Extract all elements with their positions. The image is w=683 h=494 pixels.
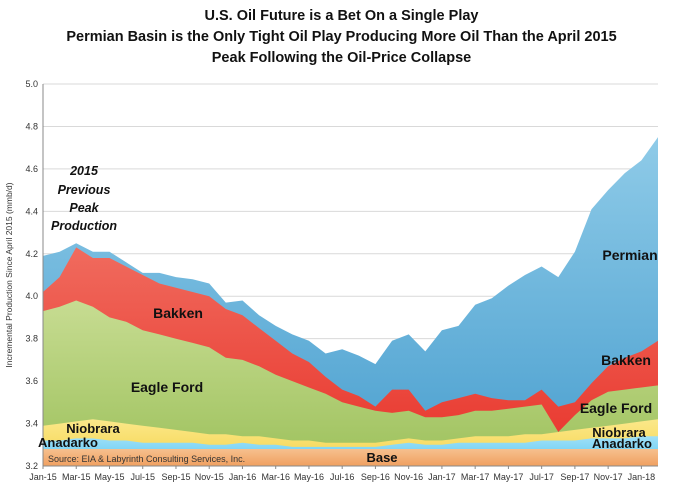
y-tick-label: 4.0 [25, 291, 38, 301]
x-tick-label: Jul-17 [529, 472, 554, 482]
y-tick-label: 5.0 [25, 79, 38, 89]
chart-title-line1: U.S. Oil Future is a Bet On a Single Pla… [204, 8, 479, 24]
y-axis-label: Incremental Production Since April 2015 … [4, 182, 14, 367]
x-tick-label: Jan-15 [29, 472, 57, 482]
area-label-niobrara: Niobrara [66, 421, 120, 436]
chart-title-line3: Peak Following the Oil-Price Collapse [211, 50, 472, 66]
x-tick-label: Mar-17 [461, 472, 490, 482]
x-tick-label: Jul-16 [330, 472, 355, 482]
source-note: Source: EIA & Labyrinth Consulting Servi… [48, 454, 245, 464]
x-tick-label: Nov-15 [195, 472, 224, 482]
y-tick-label: 4.6 [25, 164, 38, 174]
area-label-eagle-ford: Eagle Ford [580, 400, 652, 416]
x-tick-label: Jul-15 [130, 472, 155, 482]
x-tick-label: May-16 [294, 472, 324, 482]
peak-annotation-line: Peak [69, 201, 99, 215]
area-label-bakken: Bakken [601, 352, 651, 368]
x-tick-label: May-17 [493, 472, 523, 482]
peak-annotation-line: Previous [58, 183, 111, 197]
y-tick-label: 3.2 [25, 461, 38, 471]
area-label-anadarko: Anadarko [592, 436, 652, 451]
x-tick-label: Sep-15 [161, 472, 190, 482]
x-tick-label: Jan-18 [628, 472, 656, 482]
x-tick-label: Sep-16 [361, 472, 390, 482]
x-tick-label: Jan-16 [229, 472, 257, 482]
x-tick-label: May-15 [94, 472, 124, 482]
area-label-bakken: Bakken [153, 305, 203, 321]
x-tick-label: Mar-15 [62, 472, 91, 482]
y-tick-label: 4.8 [25, 121, 38, 131]
area-label-base: Base [366, 450, 397, 465]
y-tick-label: 3.8 [25, 334, 38, 344]
x-tick-label: Sep-17 [560, 472, 589, 482]
x-tick-label: Nov-17 [594, 472, 623, 482]
area-base [43, 449, 658, 466]
area-label-niobrara: Niobrara [592, 425, 646, 440]
area-eagle-ford [43, 300, 658, 466]
y-tick-label: 3.6 [25, 376, 38, 386]
peak-annotation-line: 2015 [69, 164, 99, 178]
peak-annotation-line: Production [51, 219, 117, 233]
area-label-anadarko: Anadarko [38, 435, 98, 450]
x-tick-label: Mar-16 [261, 472, 290, 482]
area-label-permian: Permian [602, 247, 657, 263]
y-tick-label: 3.4 [25, 419, 38, 429]
chart-title-line2: Permian Basin is the Only Tight Oil Play… [66, 29, 617, 45]
x-tick-label: Jan-17 [428, 472, 456, 482]
area-label-eagle-ford: Eagle Ford [131, 379, 203, 395]
x-tick-label: Nov-16 [394, 472, 423, 482]
y-tick-label: 4.4 [25, 206, 38, 216]
y-tick-label: 4.2 [25, 249, 38, 259]
